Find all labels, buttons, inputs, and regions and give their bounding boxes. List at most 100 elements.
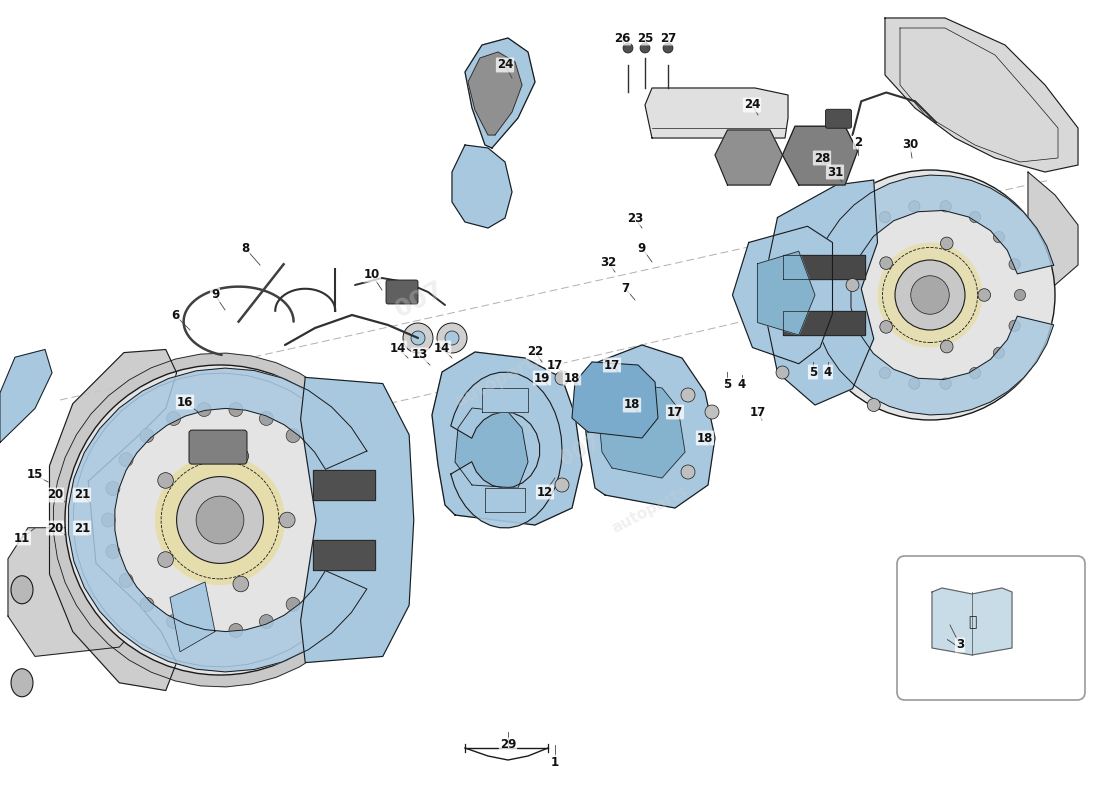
Polygon shape — [782, 311, 865, 335]
FancyBboxPatch shape — [896, 556, 1085, 700]
Text: 10: 10 — [364, 269, 381, 282]
Ellipse shape — [11, 669, 33, 697]
Circle shape — [878, 242, 982, 347]
Text: 21: 21 — [74, 522, 90, 534]
Circle shape — [880, 257, 892, 270]
Circle shape — [940, 378, 952, 390]
Polygon shape — [68, 368, 367, 672]
Circle shape — [197, 623, 211, 638]
Text: 18: 18 — [696, 431, 713, 445]
Circle shape — [260, 411, 273, 426]
Circle shape — [663, 43, 673, 53]
Circle shape — [437, 323, 468, 353]
Circle shape — [705, 405, 719, 419]
Polygon shape — [0, 350, 52, 442]
Text: 16: 16 — [177, 395, 194, 409]
Text: 5: 5 — [808, 366, 817, 378]
Circle shape — [556, 371, 569, 385]
FancyBboxPatch shape — [386, 280, 418, 304]
Ellipse shape — [11, 576, 33, 604]
Text: 20: 20 — [47, 489, 63, 502]
Text: 007: 007 — [392, 277, 449, 323]
Text: 32: 32 — [600, 255, 616, 269]
Circle shape — [140, 429, 154, 442]
Polygon shape — [733, 226, 833, 364]
Text: 17: 17 — [750, 406, 766, 418]
FancyBboxPatch shape — [825, 110, 851, 128]
Circle shape — [846, 278, 859, 291]
Text: 9: 9 — [211, 289, 219, 302]
Polygon shape — [715, 130, 782, 185]
Text: 25: 25 — [637, 31, 653, 45]
Circle shape — [879, 367, 891, 378]
Circle shape — [776, 366, 789, 379]
Text: 2: 2 — [854, 135, 862, 149]
Circle shape — [307, 574, 321, 587]
Text: 18: 18 — [564, 371, 580, 385]
Text: 7: 7 — [620, 282, 629, 294]
Circle shape — [880, 321, 892, 333]
Text: 26: 26 — [614, 31, 630, 45]
Polygon shape — [758, 251, 815, 335]
Polygon shape — [314, 540, 375, 570]
Text: 4: 4 — [824, 366, 832, 378]
Circle shape — [196, 496, 244, 544]
Text: 13: 13 — [411, 349, 428, 362]
Circle shape — [106, 482, 120, 495]
Text: 21: 21 — [74, 489, 90, 502]
Polygon shape — [886, 18, 1078, 172]
Circle shape — [867, 398, 880, 411]
Circle shape — [993, 231, 1004, 242]
Polygon shape — [300, 378, 414, 662]
FancyBboxPatch shape — [189, 430, 248, 464]
Circle shape — [155, 455, 285, 585]
Text: 12: 12 — [537, 486, 553, 498]
Text: 8: 8 — [241, 242, 249, 254]
Polygon shape — [451, 372, 562, 528]
Circle shape — [307, 453, 321, 466]
Circle shape — [681, 388, 695, 402]
Polygon shape — [572, 362, 658, 438]
Polygon shape — [465, 38, 535, 148]
Circle shape — [909, 378, 920, 390]
Circle shape — [286, 429, 300, 442]
Circle shape — [119, 453, 133, 466]
Text: 3: 3 — [956, 638, 964, 651]
Text: 22: 22 — [527, 346, 543, 358]
Polygon shape — [782, 255, 865, 279]
Polygon shape — [314, 470, 375, 500]
Text: autoparts: autoparts — [452, 349, 548, 411]
Polygon shape — [468, 52, 522, 135]
Circle shape — [856, 231, 867, 242]
Text: 20: 20 — [47, 522, 63, 534]
Circle shape — [167, 614, 180, 629]
Text: 🐴: 🐴 — [968, 615, 976, 629]
Circle shape — [978, 289, 991, 302]
Polygon shape — [170, 582, 214, 652]
Text: 30: 30 — [902, 138, 918, 151]
Text: 1: 1 — [551, 755, 559, 769]
Text: 27: 27 — [660, 31, 676, 45]
Circle shape — [839, 320, 851, 331]
Circle shape — [640, 43, 650, 53]
Circle shape — [157, 473, 174, 488]
Circle shape — [446, 331, 459, 345]
Circle shape — [940, 340, 953, 353]
Text: 29: 29 — [499, 738, 516, 751]
Text: autoparts: autoparts — [609, 484, 691, 536]
Text: 17: 17 — [604, 358, 620, 371]
Circle shape — [911, 276, 949, 314]
Circle shape — [940, 237, 953, 250]
Circle shape — [879, 211, 891, 222]
Text: 15: 15 — [26, 469, 43, 482]
Circle shape — [681, 465, 695, 479]
Polygon shape — [1028, 172, 1078, 285]
Circle shape — [909, 201, 920, 212]
Circle shape — [1014, 290, 1025, 301]
Circle shape — [320, 545, 334, 558]
Text: 6: 6 — [170, 309, 179, 322]
Circle shape — [993, 347, 1004, 358]
Circle shape — [197, 402, 211, 417]
Circle shape — [895, 260, 965, 330]
Text: 007: 007 — [557, 431, 604, 469]
